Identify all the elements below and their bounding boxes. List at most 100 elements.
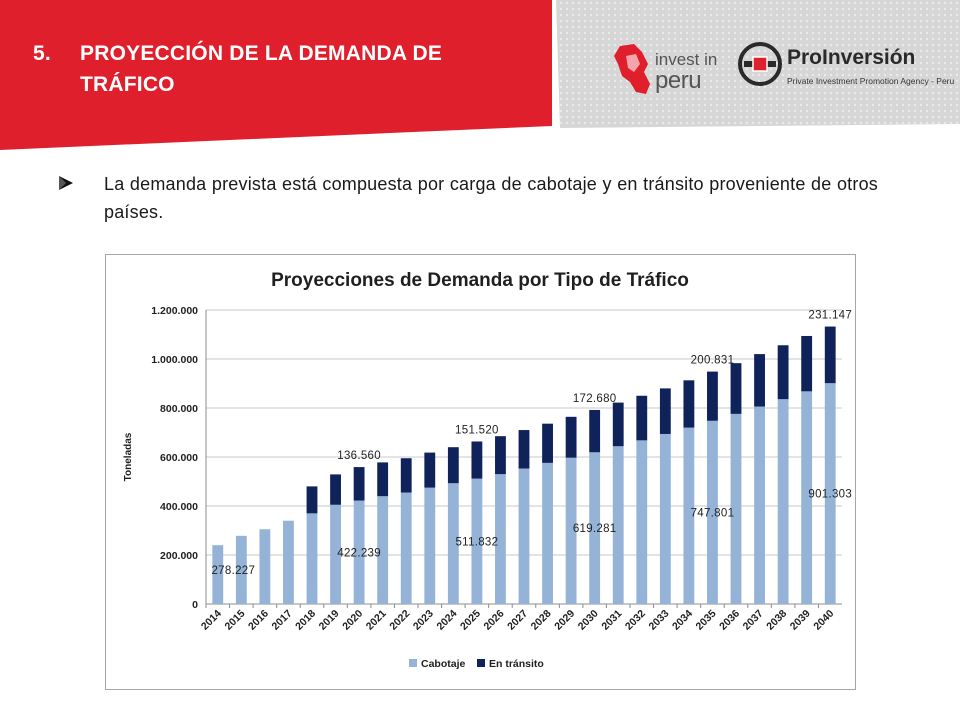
bar-cabotaje-2014 bbox=[212, 545, 224, 604]
bar-cabotaje-2038 bbox=[777, 399, 789, 604]
bar-en-transito-2023 bbox=[424, 452, 436, 488]
header-red-background bbox=[0, 0, 552, 150]
bar-en-transito-2021 bbox=[377, 462, 389, 497]
x-tick-label: 2034 bbox=[670, 608, 695, 633]
bar-en-transito-2039 bbox=[801, 335, 813, 392]
x-tick-label: 2040 bbox=[811, 608, 836, 633]
bar-en-transito-2037 bbox=[754, 354, 765, 407]
x-tick-label: 2025 bbox=[458, 608, 483, 633]
bar-cabotaje-2024 bbox=[447, 483, 459, 604]
bar-cabotaje-2026 bbox=[495, 474, 506, 604]
data-label: 200.831 bbox=[691, 355, 735, 367]
legend-swatch-en-transito bbox=[477, 659, 485, 667]
data-label: 136.560 bbox=[337, 450, 381, 462]
x-tick-label: 2035 bbox=[694, 608, 719, 633]
x-tick-label: 2036 bbox=[717, 608, 742, 633]
bar-en-transito-2038 bbox=[777, 345, 789, 400]
bar-cabotaje-2033 bbox=[659, 433, 671, 604]
bar-en-transito-2036 bbox=[730, 363, 742, 414]
x-tick-label: 2014 bbox=[199, 608, 224, 633]
x-tick-label: 2038 bbox=[764, 608, 789, 633]
bar-en-transito-2032 bbox=[636, 395, 648, 441]
chart-container: Proyecciones de Demanda por Tipo de Tráf… bbox=[105, 254, 856, 690]
proinversion-logo-name: ProInversión bbox=[787, 46, 916, 69]
bar-en-transito-2033 bbox=[659, 388, 671, 434]
x-tick-label: 2039 bbox=[788, 608, 813, 633]
x-tick-label: 2031 bbox=[599, 608, 624, 633]
header-band: 5. PROYECCIÓN DE LA DEMANDA DE TRÁFICO i… bbox=[0, 0, 960, 152]
bar-cabotaje-2040 bbox=[824, 383, 836, 604]
x-tick-label: 2032 bbox=[623, 608, 648, 633]
bar-cabotaje-2029 bbox=[565, 457, 577, 604]
bar-cabotaje-2021 bbox=[377, 496, 389, 604]
bar-cabotaje-2016 bbox=[259, 529, 271, 604]
legend-label: En tránsito bbox=[489, 658, 544, 670]
bar-cabotaje-2019 bbox=[330, 504, 341, 604]
bar-cabotaje-2017 bbox=[283, 520, 294, 604]
y-tick-label: 1.000.000 bbox=[151, 354, 198, 366]
data-label: 231.147 bbox=[808, 310, 852, 322]
x-tick-label: 2023 bbox=[411, 608, 436, 633]
x-tick-label: 2028 bbox=[529, 608, 554, 633]
peru-map-icon bbox=[614, 44, 650, 94]
x-tick-label: 2033 bbox=[646, 608, 671, 633]
page-title-line2: TRÁFICO bbox=[80, 73, 175, 96]
data-label: 619.281 bbox=[573, 523, 617, 535]
bar-en-transito-2027 bbox=[518, 430, 530, 469]
bar-en-transito-2035 bbox=[707, 371, 718, 421]
bar-cabotaje-2027 bbox=[518, 468, 530, 604]
x-tick-label: 2018 bbox=[293, 608, 318, 633]
data-label: 901.303 bbox=[808, 489, 852, 501]
y-tick-label: 600.000 bbox=[160, 452, 198, 464]
section-number: 5. bbox=[33, 42, 51, 65]
bar-en-transito-2026 bbox=[495, 436, 506, 475]
bullet-arrow-icon bbox=[59, 176, 73, 190]
y-tick-label: 800.000 bbox=[160, 403, 198, 415]
bar-en-transito-2040 bbox=[824, 326, 836, 384]
data-label: 278.227 bbox=[211, 565, 255, 577]
bar-en-transito-2018 bbox=[306, 486, 318, 514]
bar-en-transito-2029 bbox=[565, 416, 577, 458]
bar-en-transito-2031 bbox=[612, 402, 624, 447]
x-tick-label: 2037 bbox=[741, 608, 766, 633]
bar-cabotaje-2036 bbox=[730, 413, 742, 604]
x-tick-label: 2030 bbox=[576, 608, 601, 633]
demand-chart: Proyecciones de Demanda por Tipo de Tráf… bbox=[123, 270, 852, 670]
x-tick-label: 2029 bbox=[552, 608, 577, 633]
x-tick-label: 2024 bbox=[434, 608, 459, 633]
invest-logo-line2: peru bbox=[655, 67, 702, 94]
bar-cabotaje-2034 bbox=[683, 427, 695, 604]
data-label: 422.239 bbox=[337, 547, 381, 559]
bar-cabotaje-2037 bbox=[754, 406, 765, 604]
data-label: 172.680 bbox=[573, 393, 617, 405]
bar-cabotaje-2030 bbox=[589, 452, 601, 604]
bar-cabotaje-2035 bbox=[707, 420, 718, 604]
y-tick-label: 200.000 bbox=[160, 550, 198, 562]
chart-title: Proyecciones de Demanda por Tipo de Tráf… bbox=[271, 270, 689, 291]
x-tick-label: 2017 bbox=[270, 608, 295, 633]
bar-cabotaje-2032 bbox=[636, 440, 648, 604]
bullet-text: La demanda prevista está compuesta por c… bbox=[104, 174, 878, 222]
proinversion-logo-subtitle: Private Investment Promotion Agency - Pe… bbox=[787, 76, 955, 86]
y-tick-label: 0 bbox=[192, 599, 198, 611]
bar-en-transito-2034 bbox=[683, 380, 695, 428]
bar-en-transito-2025 bbox=[471, 441, 483, 479]
bar-cabotaje-2022 bbox=[400, 492, 412, 604]
y-tick-label: 1.200.000 bbox=[151, 305, 198, 317]
bar-en-transito-2020 bbox=[353, 467, 365, 501]
y-tick-label: 400.000 bbox=[160, 501, 198, 513]
data-label: 511.832 bbox=[455, 536, 498, 548]
bar-cabotaje-2039 bbox=[801, 391, 813, 604]
bar-cabotaje-2020 bbox=[353, 500, 365, 604]
data-label: 747.801 bbox=[691, 507, 735, 519]
legend-swatch-cabotaje bbox=[409, 659, 417, 667]
legend-label: Cabotaje bbox=[421, 658, 466, 670]
x-tick-label: 2021 bbox=[364, 608, 389, 633]
x-tick-label: 2020 bbox=[340, 608, 365, 633]
bar-cabotaje-2018 bbox=[306, 513, 318, 604]
proinversion-emblem-icon bbox=[738, 42, 782, 86]
bar-cabotaje-2031 bbox=[612, 446, 624, 604]
x-tick-label: 2026 bbox=[482, 608, 507, 633]
invest-logo-line1: invest in bbox=[655, 50, 718, 69]
x-tick-label: 2019 bbox=[317, 608, 342, 633]
